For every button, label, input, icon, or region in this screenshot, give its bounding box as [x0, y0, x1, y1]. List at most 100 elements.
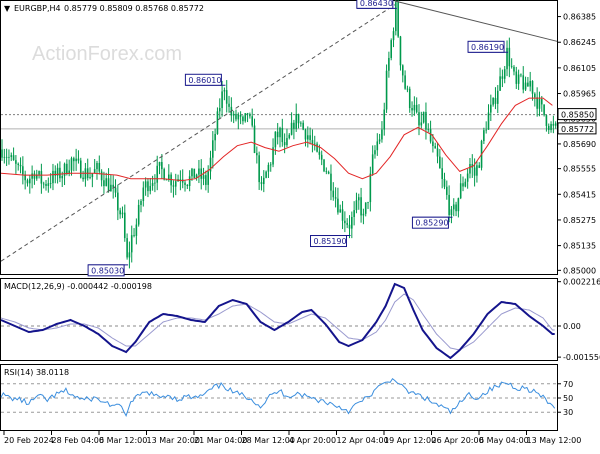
- candle-body: [121, 212, 124, 215]
- swing-level-box: [411, 216, 449, 229]
- candle-body: [202, 175, 205, 179]
- candle-body: [10, 155, 13, 157]
- candle-body: [517, 74, 520, 84]
- candle-body: [207, 171, 209, 185]
- candle-body: [105, 178, 108, 187]
- macd-y-tick-label: -0.001556: [563, 353, 600, 362]
- candle-body: [378, 139, 381, 142]
- price-y-tick-label: 0.85275: [563, 216, 596, 225]
- candle-body: [267, 164, 270, 172]
- candle-body: [40, 171, 43, 184]
- candle-body: [151, 183, 154, 186]
- candle-body: [12, 155, 15, 161]
- candle-body: [547, 125, 550, 131]
- candle-body: [242, 116, 244, 122]
- candle-body: [96, 162, 98, 170]
- price-y-tick-label: 0.86385: [563, 13, 596, 22]
- candle-body: [452, 204, 455, 210]
- candle-body: [300, 122, 302, 124]
- swing-level-box: [87, 264, 125, 277]
- macd-y-tick-label: 0.00: [563, 322, 581, 331]
- candle-body: [163, 169, 165, 180]
- candle-body: [302, 122, 304, 130]
- price-panel-frame: [0, 0, 558, 275]
- price-y-tick-label: 0.86245: [563, 38, 596, 47]
- time-tick-label: 19 Apr 12:00: [384, 436, 436, 445]
- candle-body: [232, 113, 235, 116]
- candle-body: [466, 173, 469, 182]
- candle-body: [3, 156, 6, 158]
- candle-body: [31, 173, 33, 179]
- candle-body: [392, 31, 395, 41]
- price-y-tick-label: 0.86105: [563, 64, 596, 73]
- candle-body: [462, 183, 464, 187]
- candle-body: [503, 69, 506, 79]
- candle-body: [406, 88, 409, 90]
- candle-body: [77, 158, 80, 161]
- candle-body: [221, 91, 223, 109]
- swing-level-box: [467, 40, 505, 53]
- price-y-tick-label: 0.85555: [563, 165, 596, 174]
- price-y-tick-label: 0.85000: [563, 266, 596, 275]
- candle-body: [427, 129, 430, 131]
- candle-body: [309, 135, 311, 141]
- candle-body: [98, 162, 101, 172]
- candle-body: [135, 224, 138, 236]
- candle-body: [304, 129, 307, 140]
- candle-body: [75, 158, 77, 162]
- swing-level-label: 0.85290: [415, 219, 448, 228]
- candle-body: [429, 129, 432, 142]
- candle-body: [179, 179, 182, 181]
- candle-body: [450, 209, 453, 215]
- candle-body: [246, 113, 249, 115]
- swing-level-label: 0.85190: [314, 237, 347, 246]
- candle-body: [184, 182, 186, 185]
- candle-body: [545, 115, 548, 126]
- candle-body: [228, 103, 230, 107]
- candle-body: [5, 156, 8, 158]
- candle-body: [362, 213, 365, 216]
- candle-body: [200, 168, 203, 179]
- candle-body: [543, 104, 545, 116]
- candle-body: [501, 76, 504, 79]
- candle-body: [19, 164, 22, 167]
- candle-body: [411, 108, 413, 111]
- candle-body: [510, 66, 513, 68]
- candle-body: [258, 155, 260, 183]
- candle-body: [297, 113, 300, 124]
- swing-level-label: 0.85030: [91, 266, 124, 275]
- watermark: ActionForex.com: [32, 43, 182, 65]
- candle-body: [399, 36, 402, 66]
- time-tick-label: 4 Apr 20:00: [289, 436, 336, 445]
- marked-level-tag: [557, 108, 597, 121]
- candle-body: [117, 192, 119, 211]
- candle-body: [367, 202, 369, 203]
- candle-body: [82, 177, 84, 180]
- candle-body: [520, 74, 522, 76]
- candle-body: [186, 184, 189, 186]
- candle-body: [114, 187, 117, 193]
- time-tick-label: 21 Mar 04:00: [194, 436, 247, 445]
- time-tick-label: 26 Apr 20:00: [432, 436, 484, 445]
- candle-body: [212, 140, 214, 158]
- candle-body: [89, 177, 91, 179]
- candle-body: [420, 122, 423, 126]
- candle-body: [265, 171, 267, 178]
- candle-body: [79, 160, 82, 178]
- candle-body: [415, 104, 418, 113]
- candle-body: [374, 150, 376, 155]
- time-tick-label: 20 Feb 2024: [4, 436, 54, 445]
- macd-series-macd: [0, 282, 555, 360]
- candle-body: [323, 159, 325, 172]
- current-price-tag: [557, 122, 597, 135]
- candle-body: [133, 235, 135, 236]
- candle-body: [397, 2, 399, 37]
- candle-body: [272, 147, 274, 165]
- candle-body: [15, 160, 17, 164]
- candle-body: [188, 176, 191, 186]
- candle-body: [464, 181, 467, 187]
- candle-body: [42, 183, 45, 185]
- candle-body: [404, 75, 406, 89]
- candle-body: [395, 2, 397, 32]
